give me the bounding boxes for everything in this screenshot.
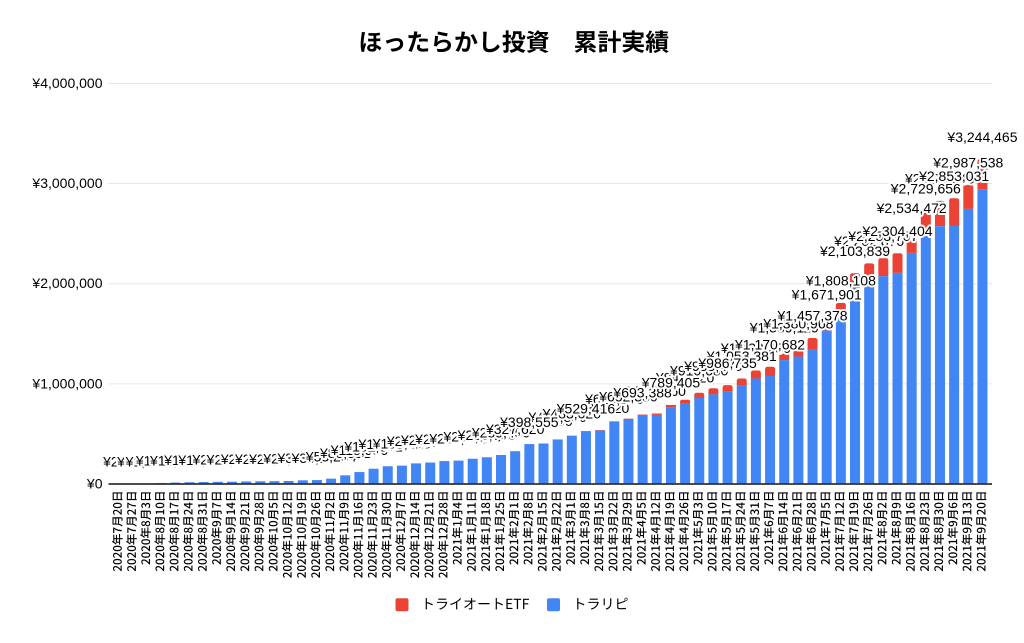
svg-text:¥404,560: ¥404,560 — [513, 413, 573, 429]
svg-text:¥36,852: ¥36,852 — [276, 450, 328, 466]
svg-text:¥25,255: ¥25,255 — [220, 451, 272, 467]
svg-text:¥910,680: ¥910,680 — [669, 363, 729, 379]
svg-text:¥398,555: ¥398,555 — [499, 414, 559, 430]
svg-text:¥1,457,378: ¥1,457,378 — [777, 308, 848, 324]
svg-text:¥39,146: ¥39,146 — [291, 450, 343, 466]
svg-text:¥1,671,901: ¥1,671,901 — [791, 286, 862, 302]
svg-text:¥693,388: ¥693,388 — [612, 384, 672, 400]
svg-text:¥2,534,472: ¥2,534,472 — [876, 200, 947, 216]
svg-text:¥841,220: ¥841,220 — [655, 369, 715, 385]
svg-text:¥1,943: ¥1,943 — [125, 454, 169, 470]
svg-text:¥266,780: ¥266,780 — [457, 427, 517, 443]
svg-text:¥177,350: ¥177,350 — [358, 436, 418, 452]
svg-text:¥1,053,381: ¥1,053,381 — [706, 348, 777, 364]
svg-text:¥1,339,119: ¥1,339,119 — [749, 320, 819, 336]
svg-text:¥327,620: ¥327,620 — [485, 421, 545, 437]
svg-text:¥4,000,000: ¥4,000,000 — [31, 75, 102, 91]
svg-text:¥1,133,250: ¥1,133,250 — [720, 340, 791, 356]
svg-text:¥2,729,656: ¥2,729,656 — [890, 180, 961, 196]
svg-text:¥955,470: ¥955,470 — [683, 358, 743, 374]
svg-text:¥1,170,682: ¥1,170,682 — [734, 336, 805, 352]
svg-text:¥214,350: ¥214,350 — [400, 432, 460, 448]
svg-text:¥27,068: ¥27,068 — [234, 451, 286, 467]
svg-text:¥2,253,707: ¥2,253,707 — [847, 228, 918, 244]
svg-text:¥17,624: ¥17,624 — [163, 452, 215, 468]
svg-text:¥862: ¥862 — [116, 454, 148, 470]
svg-text:¥53,284: ¥53,284 — [305, 448, 357, 464]
svg-text:¥444,860: ¥444,860 — [527, 409, 587, 425]
svg-text:¥233,480: ¥233,480 — [428, 430, 488, 446]
svg-text:¥228,910: ¥228,910 — [414, 431, 474, 447]
svg-text:¥625,840: ¥625,840 — [584, 391, 644, 407]
svg-text:¥3,244,465: ¥3,244,465 — [946, 129, 1017, 145]
svg-text:¥483,020: ¥483,020 — [542, 405, 602, 421]
svg-text:¥2,987,538: ¥2,987,538 — [932, 155, 1003, 171]
svg-text:¥2,000,000: ¥2,000,000 — [31, 275, 102, 291]
svg-text:¥152,361: ¥152,361 — [343, 438, 403, 454]
svg-text:¥986,735: ¥986,735 — [697, 355, 757, 371]
svg-text:¥538,420: ¥538,420 — [570, 400, 630, 416]
svg-text:¥2,826,540: ¥2,826,540 — [904, 171, 975, 187]
svg-text:¥0: ¥0 — [86, 476, 103, 492]
svg-text:¥289,450: ¥289,450 — [471, 425, 531, 441]
svg-text:¥183,420: ¥183,420 — [372, 435, 432, 451]
svg-text:¥1,808,108: ¥1,808,108 — [805, 273, 876, 289]
svg-text:¥789,405: ¥789,405 — [641, 375, 701, 391]
svg-text:¥529,416: ¥529,416 — [556, 401, 616, 417]
svg-text:¥2,103,839: ¥2,103,839 — [819, 243, 890, 259]
svg-text:¥21,842: ¥21,842 — [192, 452, 244, 468]
svg-text:¥2,304,404: ¥2,304,404 — [861, 223, 932, 239]
svg-text:¥118,986: ¥118,986 — [330, 442, 389, 458]
svg-text:¥252,340: ¥252,340 — [442, 428, 502, 444]
svg-text:¥14,107: ¥14,107 — [149, 452, 201, 468]
svg-text:¥1,380,968: ¥1,380,968 — [762, 315, 833, 331]
svg-text:¥2,202,870: ¥2,202,870 — [833, 233, 904, 249]
svg-text:¥1,000,000: ¥1,000,000 — [31, 375, 102, 391]
svg-text:¥284: ¥284 — [102, 454, 134, 470]
svg-text:¥3,000,000: ¥3,000,000 — [31, 175, 102, 191]
svg-text:¥86,532: ¥86,532 — [319, 445, 371, 461]
svg-text:¥2,853,031: ¥2,853,031 — [918, 168, 989, 184]
svg-text:¥10,238: ¥10,238 — [135, 453, 187, 469]
svg-text:¥703,560: ¥703,560 — [627, 383, 687, 399]
svg-text:¥29,930: ¥29,930 — [262, 451, 314, 467]
svg-text:¥23,190: ¥23,190 — [206, 451, 258, 467]
svg-text:¥205,880: ¥205,880 — [386, 433, 446, 449]
svg-text:¥652,330: ¥652,330 — [598, 388, 658, 404]
svg-text:¥19,381: ¥19,381 — [177, 452, 229, 468]
svg-text:¥28,482: ¥28,482 — [248, 451, 300, 467]
